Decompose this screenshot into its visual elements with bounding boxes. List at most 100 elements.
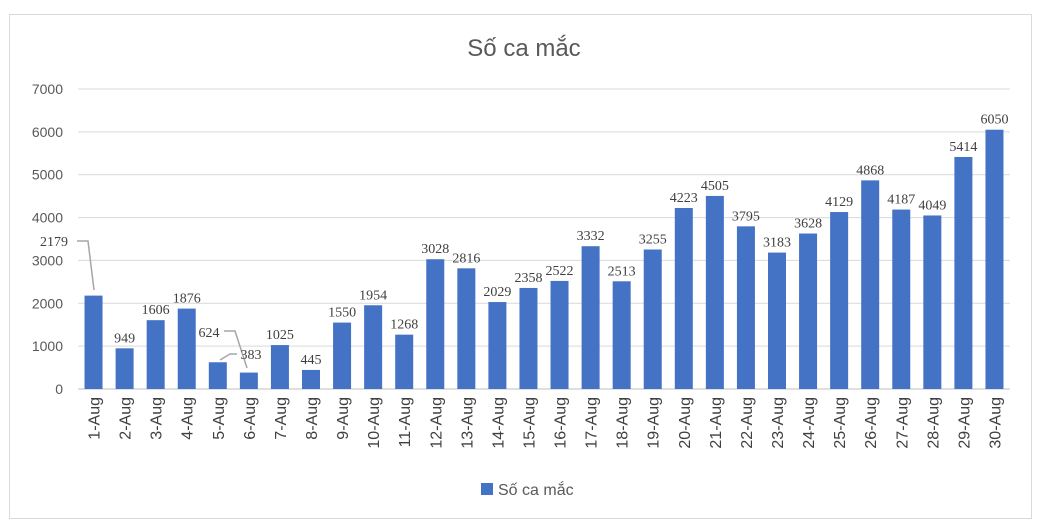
data-label: 2179 [40, 235, 68, 250]
x-tick-label: 23-Aug [770, 397, 787, 449]
x-tick-label: 2-Aug [118, 397, 135, 440]
bar [395, 334, 414, 389]
x-tick-label: 19-Aug [646, 397, 663, 449]
data-label: 445 [301, 353, 322, 368]
label-leader-lines [77, 240, 248, 369]
bar [861, 180, 880, 389]
y-tick-label: 1000 [32, 338, 63, 354]
bar [550, 280, 569, 389]
x-axis-ticks: 1-Aug 2-Aug 3-Aug 4-Aug 5-Aug 6-Aug 7-Aug 8-Aug… [87, 397, 1005, 449]
bar [302, 369, 320, 389]
x-tick-label: 21-Aug [708, 397, 725, 449]
bar [736, 226, 755, 389]
data-label: 383 [241, 348, 262, 363]
data-label: 4223 [670, 191, 698, 206]
x-tick-label: 14-Aug [490, 397, 507, 449]
x-tick-label: 28-Aug [925, 397, 942, 449]
x-tick-label: 18-Aug [615, 397, 632, 449]
data-label: 3628 [794, 217, 822, 232]
chart-title: Số ca mắc [467, 35, 580, 62]
data-label: 2358 [514, 271, 542, 286]
y-axis-ticks: 0 1000 2000 3000 4000 5000 6000 7000 [32, 81, 63, 397]
data-label: 1954 [359, 288, 387, 303]
x-tick-label: 24-Aug [801, 397, 818, 449]
x-tick-label: 7-Aug [273, 397, 290, 440]
bar [830, 212, 849, 389]
bar [892, 209, 911, 389]
data-label: 5414 [949, 140, 977, 155]
bar [84, 295, 103, 389]
x-tick-label: 4-Aug [180, 397, 197, 440]
x-tick-label: 22-Aug [739, 397, 756, 449]
y-tick-label: 3000 [32, 252, 63, 268]
x-tick-label: 5-Aug [211, 397, 228, 440]
x-tick-label: 17-Aug [584, 397, 601, 449]
legend-swatch [481, 483, 493, 495]
bar [177, 308, 196, 389]
bar [799, 233, 818, 389]
x-tick-label: 29-Aug [956, 397, 973, 449]
data-label: 2816 [452, 251, 480, 266]
bar [705, 195, 724, 389]
bar [146, 320, 165, 389]
bar [923, 215, 942, 389]
x-tick-label: 25-Aug [832, 397, 849, 449]
bar [643, 249, 662, 389]
data-label: 4049 [918, 198, 946, 213]
x-tick-label: 10-Aug [366, 397, 383, 449]
data-label: 4868 [856, 163, 884, 178]
bar [457, 268, 476, 389]
gridlines [78, 88, 1010, 390]
bar [488, 302, 507, 389]
x-tick-label: 15-Aug [521, 397, 538, 449]
bar [519, 287, 538, 389]
bar [333, 322, 352, 389]
y-tick-label: 2000 [32, 295, 63, 311]
data-label: 3795 [732, 209, 760, 224]
bar [239, 372, 258, 389]
x-tick-label: 20-Aug [677, 397, 694, 449]
data-label: 1025 [266, 328, 294, 343]
bar [208, 362, 227, 389]
legend: Số ca mắc [481, 480, 574, 499]
legend-label: Số ca mắc [498, 480, 574, 499]
bar [364, 305, 383, 389]
data-label: 3332 [577, 229, 605, 244]
y-tick-label: 0 [55, 381, 63, 397]
x-tick-label: 6-Aug [242, 397, 259, 440]
label-leader-line [224, 330, 248, 369]
label-leader-line [219, 353, 237, 361]
x-tick-label: 1-Aug [87, 397, 104, 440]
x-tick-label: 16-Aug [553, 397, 570, 449]
data-label: 624 [199, 326, 220, 341]
x-tick-label: 26-Aug [863, 397, 880, 449]
x-tick-label: 12-Aug [428, 397, 445, 449]
bar [985, 129, 1004, 389]
bar [270, 345, 289, 389]
bars [84, 129, 1004, 389]
data-label: 1606 [142, 303, 170, 318]
data-label: 4129 [825, 195, 853, 210]
data-label: 1550 [328, 306, 356, 321]
data-label: 4505 [701, 179, 729, 194]
x-tick-label: 11-Aug [397, 397, 414, 447]
bar [954, 156, 973, 389]
x-tick-label: 3-Aug [149, 397, 166, 440]
data-label: 1268 [390, 318, 418, 333]
data-label: 4187 [887, 193, 915, 208]
bar [674, 208, 693, 389]
bar [426, 259, 445, 389]
bar [612, 281, 631, 389]
label-leader-line [77, 240, 95, 291]
data-label: 3255 [639, 233, 667, 248]
data-label: 6050 [980, 113, 1008, 128]
x-tick-label: 13-Aug [459, 397, 476, 449]
data-label: 1876 [173, 292, 201, 307]
data-label: 2029 [483, 285, 511, 300]
y-tick-label: 4000 [32, 210, 63, 226]
bar [115, 348, 134, 389]
data-label: 3183 [763, 236, 791, 251]
bar [581, 246, 600, 389]
data-label: 2522 [546, 264, 574, 279]
